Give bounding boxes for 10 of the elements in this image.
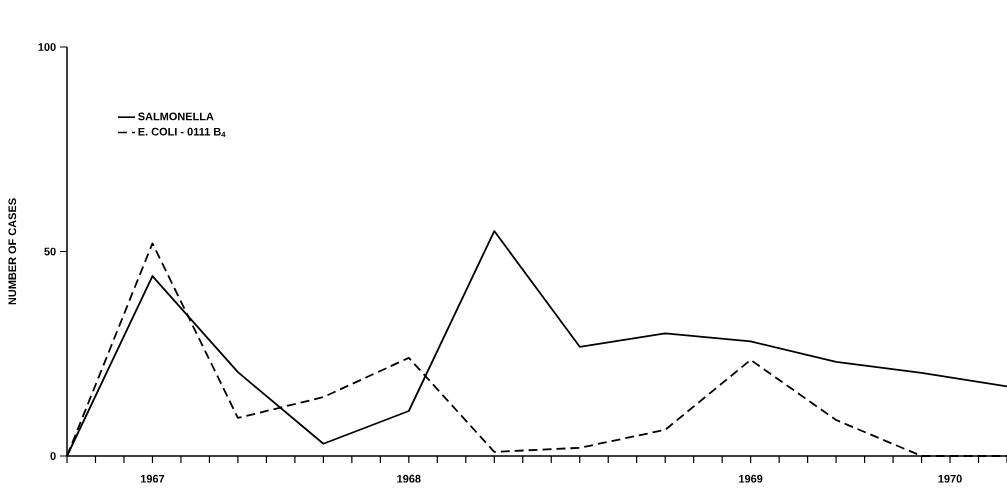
- y-axis-title: NUMBER OF CASES: [8, 198, 17, 305]
- x-tick-label: 1967: [140, 474, 165, 483]
- x-tick-label: 1969: [739, 474, 763, 483]
- y-tick-label: 0: [50, 452, 56, 460]
- x-tick-label: 1968: [397, 474, 421, 483]
- legend-label: SALMONELLA: [138, 112, 214, 121]
- legend-label: E. COLI - 0111 B$_{4}$: [138, 127, 226, 138]
- x-tick-label: 1970: [938, 474, 962, 483]
- y-tick-label: 100: [38, 43, 56, 51]
- y-tick-label: 50: [44, 247, 56, 256]
